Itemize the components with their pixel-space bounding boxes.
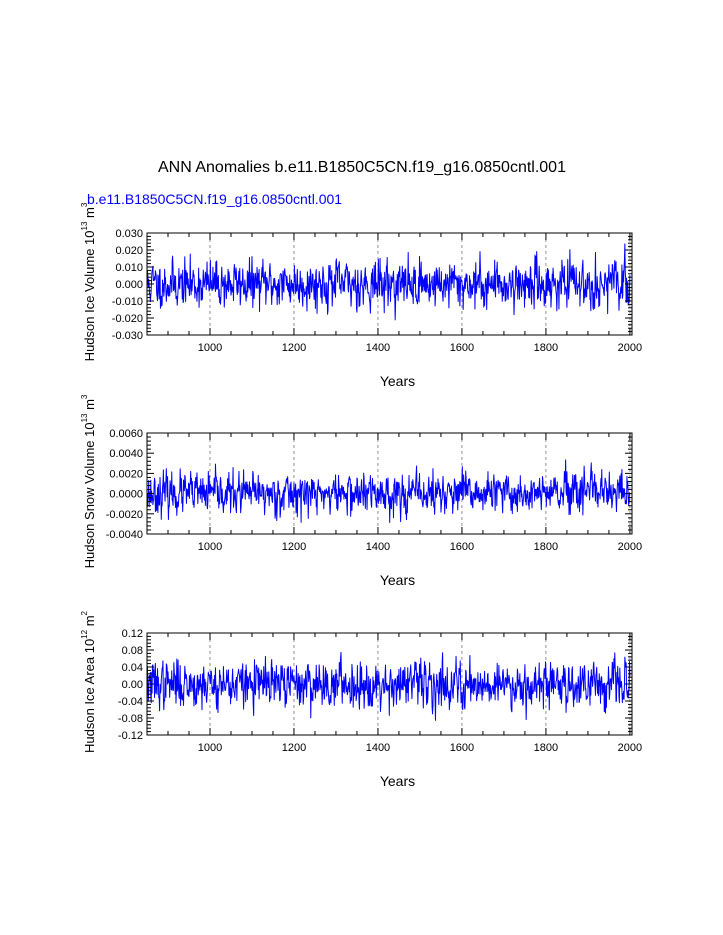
- y-tick-label: 0.010: [115, 262, 143, 274]
- x-tick-label: 1400: [366, 541, 390, 553]
- x-tick-label: 1600: [450, 342, 474, 354]
- x-axis-label: Years: [380, 373, 415, 389]
- panel-2: 1000 1200 1400 1600 1800 2000 -0.0040 -0.0020 0.…: [80, 394, 642, 588]
- x-tick-label: 1800: [534, 342, 558, 354]
- x-tick-label: 1200: [282, 742, 306, 754]
- y-axis-label-exp: 13: [80, 221, 89, 230]
- y-axis-label-main: Hudson Ice Volume 10: [82, 231, 97, 362]
- y-tick-label: -0.020: [112, 313, 143, 325]
- x-axis-label: Years: [380, 773, 415, 789]
- x-tick-label: 1600: [450, 541, 474, 553]
- y-tick-label: 0.000: [115, 279, 143, 291]
- chart-title: ANN Anomalies b.e11.B1850C5CN.f19_g16.08…: [158, 159, 566, 176]
- y-axis-label-unit-exp: 3: [80, 394, 89, 399]
- x-tick-label: 1400: [366, 342, 390, 354]
- y-tick-label: -0.04: [118, 696, 143, 708]
- x-tick-label: 2000: [618, 342, 642, 354]
- y-tick-label: 0.020: [115, 245, 143, 257]
- y-tick-label: 0.0020: [109, 468, 143, 480]
- x-tick-label: 1800: [534, 541, 558, 553]
- x-tick-label: 1000: [198, 541, 222, 553]
- y-tick-label: -0.030: [112, 330, 143, 342]
- y-tick-label: -0.08: [118, 713, 143, 725]
- y-axis-label-main: Hudson Ice Area 10: [82, 639, 97, 753]
- y-tick-label: 0.08: [122, 645, 143, 657]
- x-tick-label: 2000: [618, 742, 642, 754]
- y-axis-label: Hudson Snow Volume 1013 m3: [80, 394, 97, 568]
- y-tick-label: 0.12: [122, 628, 143, 640]
- y-axis-label-unit: m: [82, 207, 97, 221]
- y-axis-label-unit-exp: 3: [80, 202, 89, 207]
- panel-3: 1000 1200 1400 1600 1800 2000 -0.12 -0.08 -0.04 0…: [80, 610, 642, 789]
- panels: 1000 1200 1400 1600 1800 2000 -0.030 -0.020 -0.0…: [80, 202, 642, 789]
- y-tick-label: -0.0020: [106, 509, 143, 521]
- y-axis-label-exp: 12: [80, 629, 89, 638]
- y-tick-label: 0.00: [122, 679, 143, 691]
- panel-1: 1000 1200 1400 1600 1800 2000 -0.030 -0.020 -0.0…: [80, 202, 642, 389]
- x-tick-label: 1000: [198, 742, 222, 754]
- y-tick-label: 0.0040: [109, 448, 143, 460]
- y-tick-label: -0.010: [112, 296, 143, 308]
- y-axis-label-exp: 13: [80, 413, 89, 422]
- y-axis-label: Hudson Ice Area 1012 m2: [80, 610, 97, 753]
- x-tick-label: 1000: [198, 342, 222, 354]
- x-axis-label: Years: [380, 572, 415, 588]
- x-tick-label: 1800: [534, 742, 558, 754]
- series-line: [146, 243, 631, 321]
- y-axis-label-unit: m: [82, 399, 97, 413]
- y-tick-label: 0.030: [115, 228, 143, 240]
- y-axis-label-main: Hudson Snow Volume 10: [82, 422, 97, 568]
- x-tick-label: 2000: [618, 541, 642, 553]
- x-tick-label: 1200: [282, 541, 306, 553]
- y-axis-label-unit: m: [82, 615, 97, 629]
- x-tick-label: 1400: [366, 742, 390, 754]
- x-tick-label: 1200: [282, 342, 306, 354]
- y-tick-label: 0.0060: [109, 428, 143, 440]
- y-tick-label: 0.0000: [109, 489, 143, 501]
- x-tick-label: 1600: [450, 742, 474, 754]
- chart-subtitle: b.e11.B1850C5CN.f19_g16.0850cntl.001: [87, 191, 342, 207]
- y-tick-label: -0.0040: [106, 529, 143, 541]
- y-tick-label: 0.04: [122, 662, 143, 674]
- series-line: [146, 651, 631, 721]
- y-axis-label-unit-exp: 2: [80, 610, 89, 615]
- y-tick-label: -0.12: [118, 730, 143, 742]
- series-line: [146, 459, 631, 523]
- plot-frame: [146, 432, 633, 535]
- y-axis-label: Hudson Ice Volume 1013 m3: [80, 202, 97, 361]
